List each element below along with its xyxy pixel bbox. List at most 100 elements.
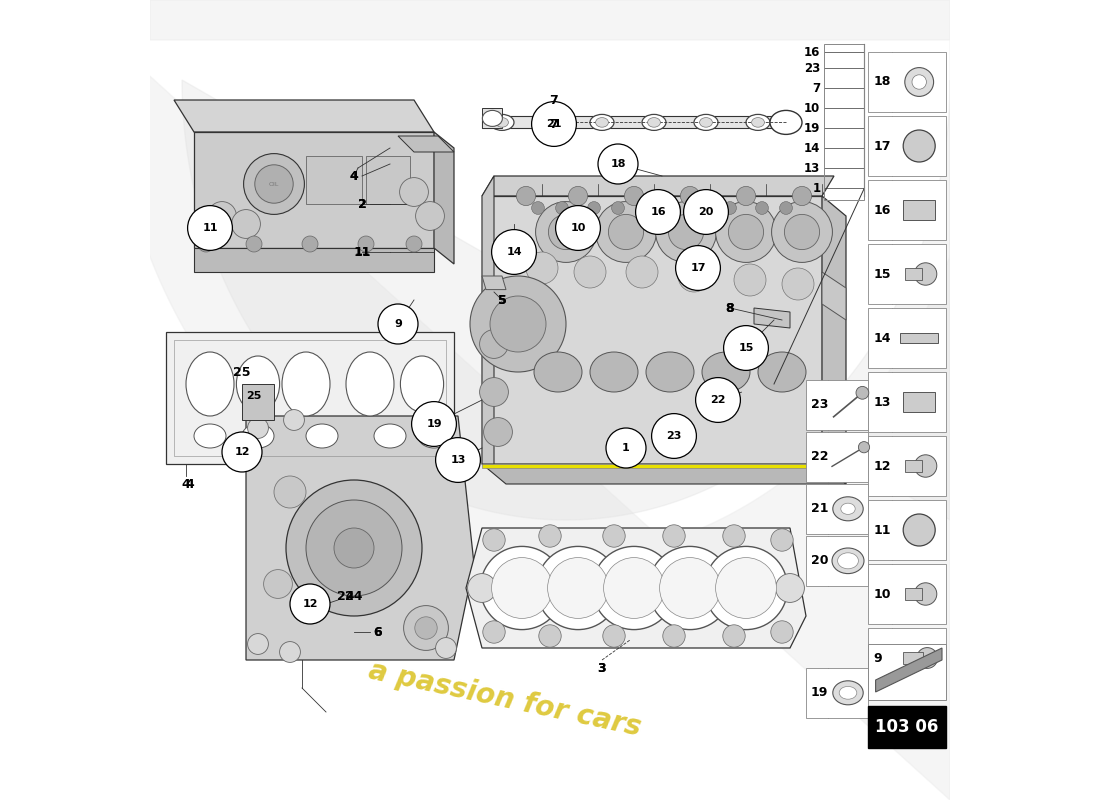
Bar [868,52,946,112]
Text: 11: 11 [354,247,370,257]
Text: 4: 4 [350,170,359,182]
Circle shape [358,236,374,252]
Circle shape [668,202,681,214]
Circle shape [683,190,728,234]
Circle shape [274,476,306,508]
Circle shape [595,202,657,262]
Polygon shape [434,132,454,264]
Text: 14: 14 [804,142,821,154]
Text: 16: 16 [650,207,666,217]
Ellipse shape [590,352,638,392]
Circle shape [648,546,732,630]
Circle shape [903,514,935,546]
Text: 3: 3 [597,662,606,674]
Circle shape [556,202,569,214]
Ellipse shape [306,424,338,448]
Ellipse shape [282,352,330,416]
Circle shape [188,206,232,250]
Text: 14: 14 [506,247,521,257]
Circle shape [232,210,261,238]
Text: a passion for cars: a passion for cars [366,657,644,742]
Ellipse shape [700,118,713,127]
Text: 6: 6 [374,626,383,638]
Circle shape [716,202,777,262]
Text: 8: 8 [726,302,735,314]
Polygon shape [174,100,435,132]
Polygon shape [110,0,990,800]
Text: 18: 18 [873,75,891,89]
Text: 4: 4 [182,478,190,490]
Circle shape [404,606,449,650]
Circle shape [858,442,870,453]
Circle shape [916,647,937,668]
Text: 6: 6 [374,626,383,638]
Circle shape [531,202,544,214]
Bar [868,308,946,368]
Circle shape [411,402,456,446]
Circle shape [246,236,262,252]
Polygon shape [466,528,806,648]
Text: 17: 17 [691,263,706,273]
Ellipse shape [702,352,750,392]
Text: 13: 13 [804,162,821,174]
Polygon shape [246,416,474,660]
Circle shape [700,202,713,214]
Text: 3: 3 [597,662,606,674]
Text: 22: 22 [811,450,828,463]
Text: 12: 12 [234,447,250,457]
Circle shape [549,214,584,250]
Ellipse shape [770,110,802,134]
Text: 4: 4 [350,170,359,182]
Bar [868,244,946,304]
Bar [868,500,946,560]
Circle shape [290,584,330,624]
Text: 19: 19 [811,686,828,699]
Text: 24: 24 [345,590,363,602]
Ellipse shape [646,352,694,392]
Ellipse shape [595,118,608,127]
Ellipse shape [483,110,503,126]
Ellipse shape [543,118,557,127]
Text: 16: 16 [873,203,891,217]
Circle shape [484,418,513,446]
Circle shape [756,202,769,214]
Circle shape [914,454,937,477]
Circle shape [604,558,664,618]
Ellipse shape [758,352,806,392]
Text: 5: 5 [497,294,506,306]
Ellipse shape [496,118,508,127]
Polygon shape [482,464,846,484]
Circle shape [776,574,804,602]
Polygon shape [194,248,434,272]
Circle shape [531,102,576,146]
Circle shape [490,296,546,352]
Circle shape [302,236,318,252]
Circle shape [856,386,869,399]
Circle shape [536,202,596,262]
Bar [806,484,868,534]
Text: 10: 10 [804,102,821,114]
Circle shape [612,202,625,214]
Text: 13: 13 [450,455,465,465]
Circle shape [556,206,601,250]
Circle shape [483,621,505,643]
Bar [903,200,935,219]
Circle shape [656,202,716,262]
Text: 25: 25 [233,366,251,378]
Text: 7: 7 [550,118,559,130]
Circle shape [306,500,402,596]
Circle shape [603,525,625,547]
Text: 15: 15 [873,267,891,281]
Circle shape [912,74,926,89]
Circle shape [480,378,508,406]
Circle shape [264,570,293,598]
Ellipse shape [418,424,450,448]
Circle shape [608,214,644,250]
Circle shape [378,304,418,344]
Circle shape [399,178,428,206]
Circle shape [492,558,552,618]
Circle shape [198,236,214,252]
Text: 20: 20 [811,554,828,567]
Ellipse shape [837,553,858,569]
Text: 21: 21 [547,119,562,129]
